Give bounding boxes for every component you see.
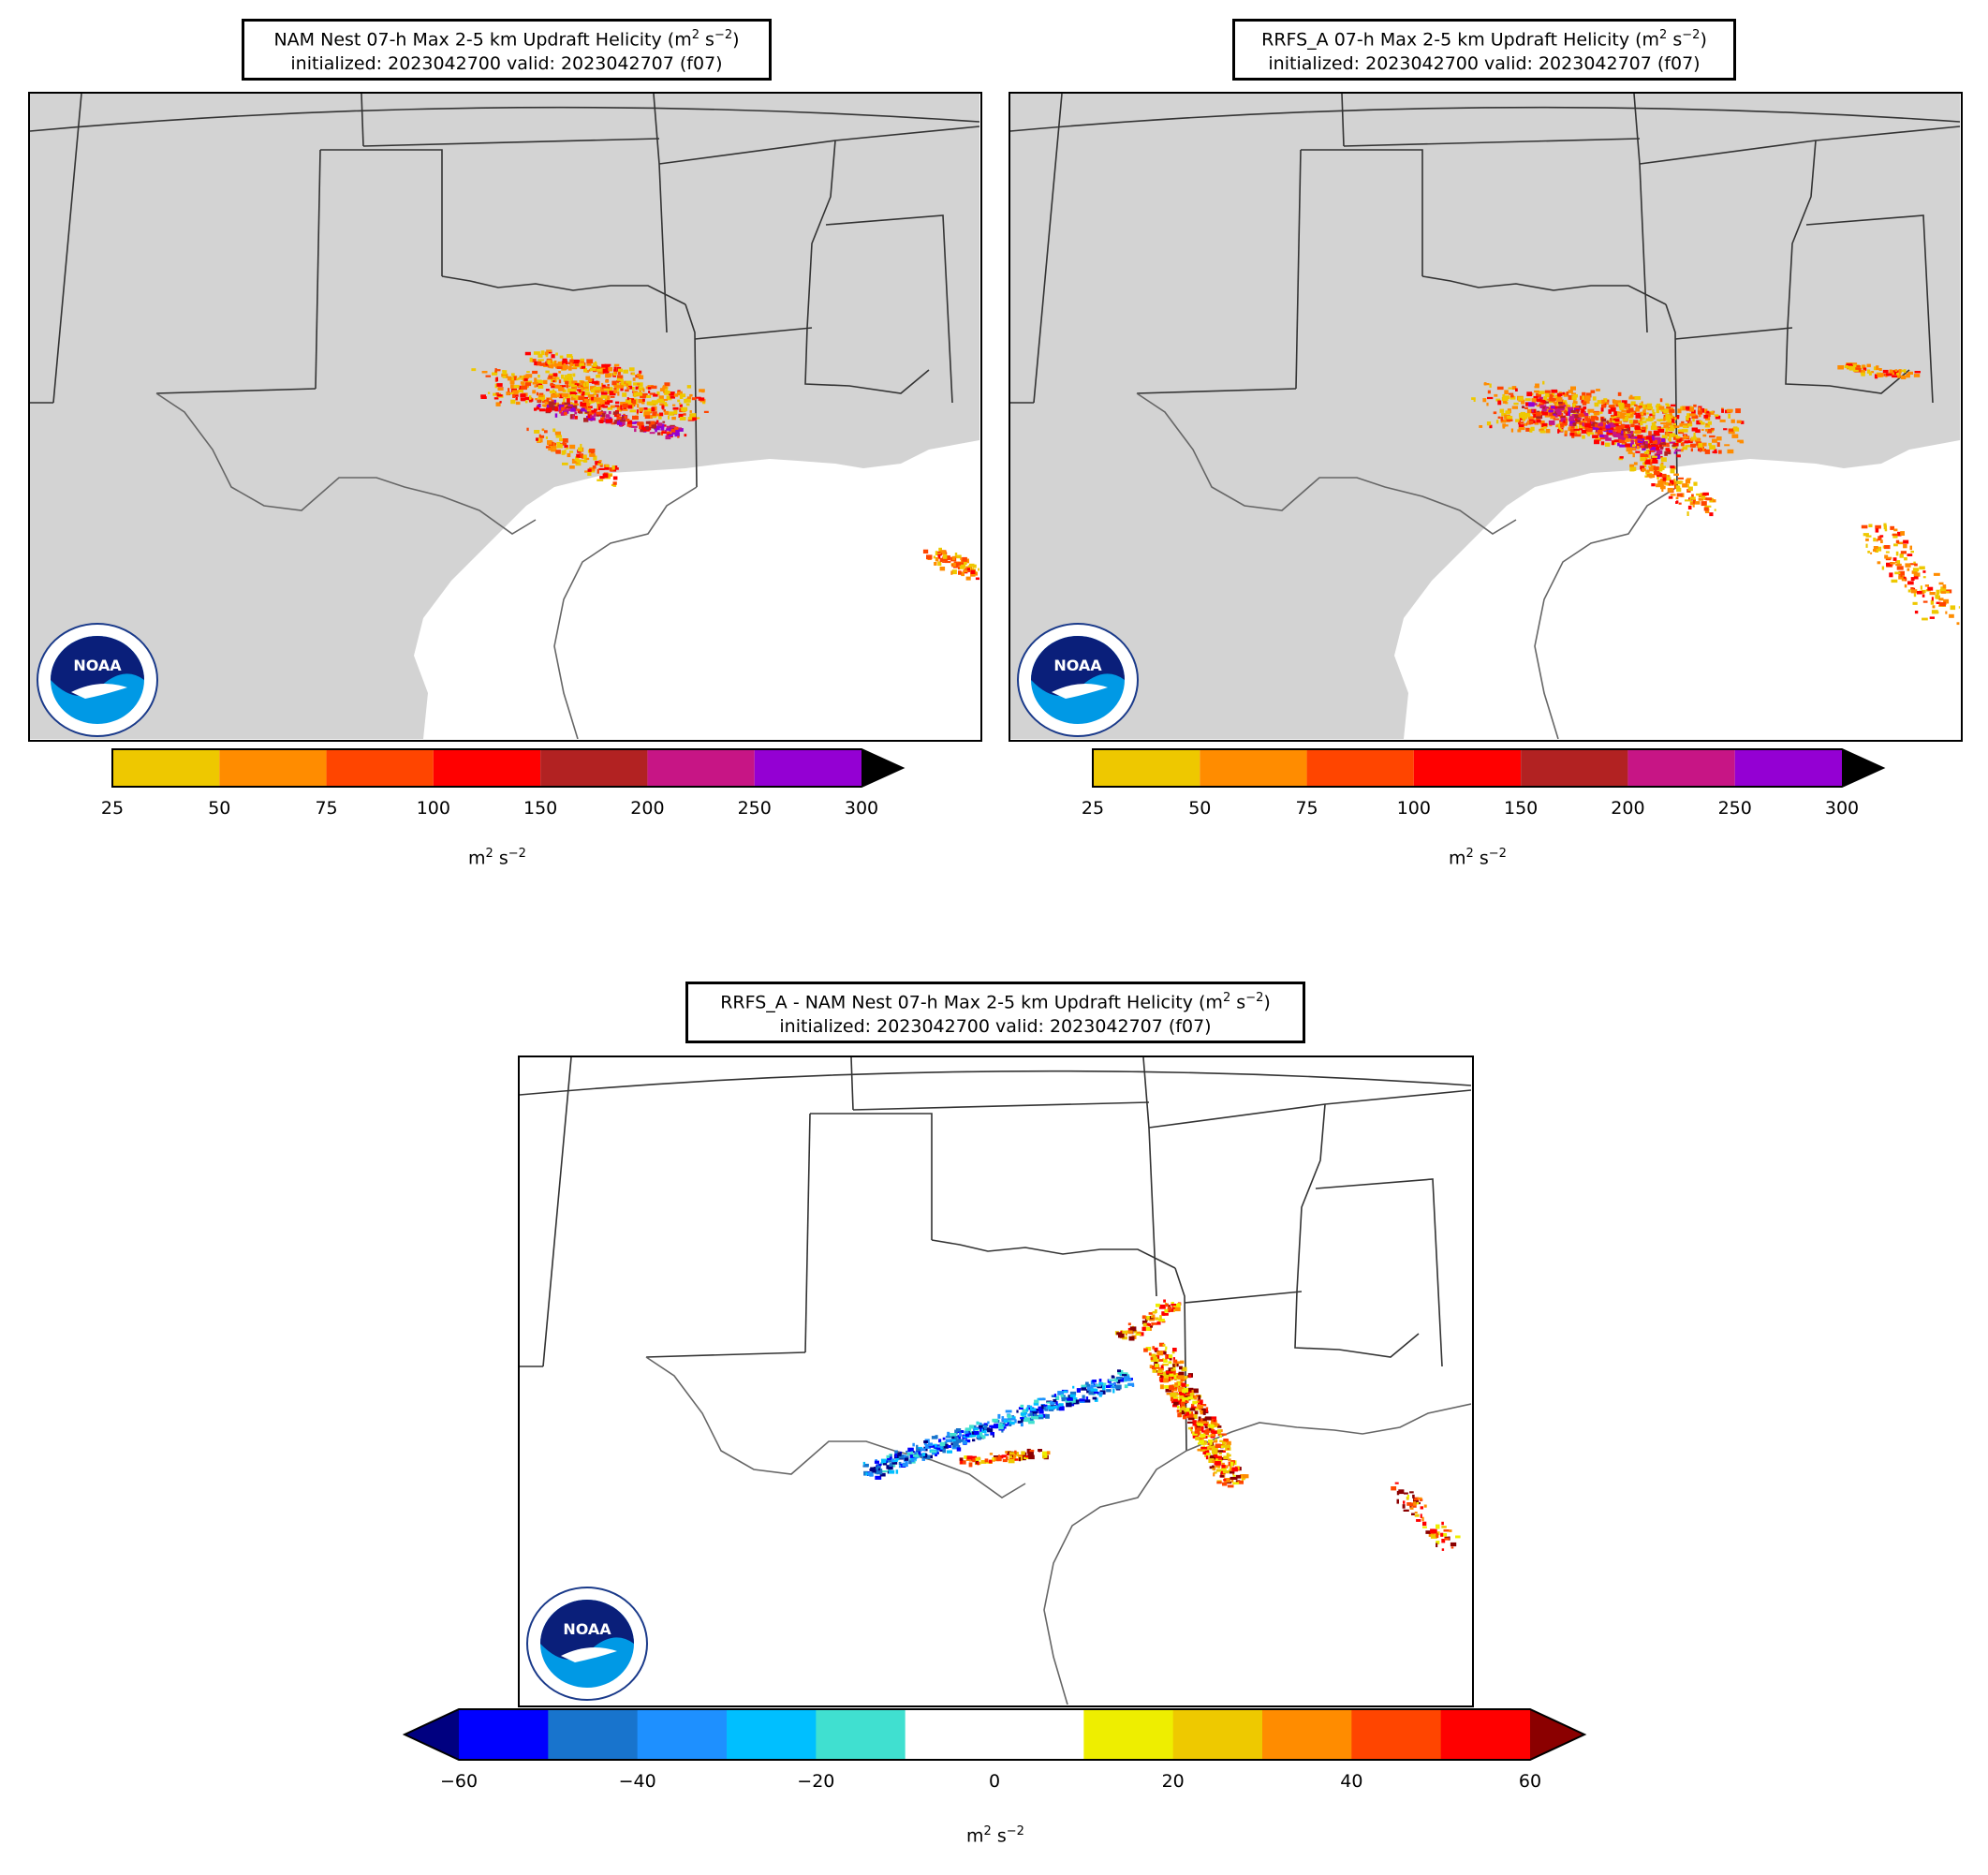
diff-colorbar-unit: m2 s−2 [966, 1824, 1024, 1847]
noaa-logo-text: NOAA [563, 1620, 611, 1638]
colorbar-tick-label: 200 [1611, 798, 1645, 819]
colorbar-segment [816, 1709, 906, 1760]
colorbar-segment [1440, 1709, 1531, 1760]
colorbar-segment [326, 749, 434, 787]
colorbar-tick-label: 25 [100, 798, 125, 819]
colorbar-segment [1093, 749, 1200, 787]
colorbar-segment [1627, 749, 1735, 787]
colorbar-tick-label: 200 [630, 798, 665, 819]
nam-helicity-cells [471, 349, 979, 581]
colorbar-segment [459, 1709, 549, 1760]
noaa-logo: NOAA [1014, 622, 1141, 742]
colorbar-tick-label: 250 [737, 798, 772, 819]
colorbar-tick-label: 150 [1504, 798, 1539, 819]
rrfs-map [1009, 92, 1963, 742]
nam-panel-subtitle: initialized: 2023042700 valid: 202304270… [290, 53, 723, 75]
colorbar-segment [1521, 749, 1628, 787]
colorbar-segment [637, 1709, 728, 1760]
colorbar-segment [905, 1709, 995, 1760]
colorbar-segment [727, 1709, 817, 1760]
colorbar-segment [1413, 749, 1522, 787]
nam-colorbar-unit: m2 s−2 [468, 847, 526, 869]
colorbar-segment [433, 749, 541, 787]
colorbar-segment [219, 749, 327, 787]
rrfs-panel-subtitle: initialized: 2023042700 valid: 202304270… [1268, 53, 1701, 75]
colorbar-segment [112, 749, 220, 787]
colorbar-segment [1351, 1709, 1442, 1760]
colorbar-segment [1172, 1709, 1263, 1760]
nam-panel-title: NAM Nest 07-h Max 2-5 km Updraft Helicit… [242, 19, 772, 81]
rrfs-colorbar-unit: m2 s−2 [1449, 847, 1507, 869]
diff-map [518, 1056, 1474, 1707]
colorbar-tick-label: −40 [618, 1771, 656, 1792]
colorbar-extend-arrow [861, 749, 903, 787]
colorbar-tick-label: 0 [988, 1771, 1001, 1792]
colorbar-tick-label: 250 [1717, 798, 1752, 819]
colorbar-tick-label: 20 [1161, 1771, 1185, 1792]
colorbar-tick-label: 75 [1295, 798, 1318, 819]
colorbar-tick-label: 300 [844, 798, 879, 819]
rrfs-colorbar [1091, 747, 1887, 792]
colorbar-tick-label: 40 [1340, 1771, 1363, 1792]
gulf-water [414, 440, 979, 739]
colorbar-tick-label: −60 [439, 1771, 479, 1792]
diff-helicity-cells [862, 1299, 1461, 1551]
colorbar-tick-label: 50 [1188, 798, 1212, 819]
colorbar-extend-low-arrow [405, 1709, 459, 1760]
diff-panel-subtitle: initialized: 2023042700 valid: 202304270… [779, 1016, 1212, 1038]
colorbar-tick-label: 300 [1824, 798, 1860, 819]
colorbar-tick-label: 60 [1518, 1771, 1542, 1792]
nam-colorbar [110, 747, 906, 792]
colorbar-segment [1306, 749, 1414, 787]
nam-map [28, 92, 982, 742]
rrfs-panel-title: RRFS_A 07-h Max 2-5 km Updraft Helicity … [1232, 19, 1736, 81]
colorbar-segment [754, 749, 861, 787]
colorbar-segment [1734, 749, 1842, 787]
colorbar-tick-label: 75 [315, 798, 338, 819]
colorbar-extend-arrow [1842, 749, 1883, 787]
colorbar-segment [540, 749, 648, 787]
noaa-logo-text: NOAA [1053, 657, 1102, 674]
land-area [520, 1057, 1471, 1705]
colorbar-tick-label: 50 [208, 798, 231, 819]
colorbar-extend-high-arrow [1530, 1709, 1584, 1760]
colorbar-segment [1200, 749, 1307, 787]
noaa-logo-text: NOAA [73, 657, 122, 674]
colorbar-tick-label: −20 [797, 1771, 835, 1792]
rrfs-helicity-cells [1471, 362, 1960, 626]
colorbar-tick-label: 25 [1081, 798, 1105, 819]
colorbar-segment [1083, 1709, 1174, 1760]
noaa-logo: NOAA [34, 622, 161, 742]
colorbar-segment [1262, 1709, 1352, 1760]
colorbar-segment [994, 1709, 1084, 1760]
noaa-logo: NOAA [523, 1586, 651, 1705]
colorbar-segment [647, 749, 755, 787]
colorbar-tick-label: 150 [523, 798, 558, 819]
diff-panel-title: RRFS_A - NAM Nest 07-h Max 2-5 km Updraf… [685, 982, 1305, 1044]
colorbar-tick-label: 100 [416, 798, 450, 819]
colorbar-tick-label: 100 [1396, 798, 1431, 819]
diff-colorbar [402, 1707, 1587, 1765]
gulf-water [1394, 440, 1960, 739]
colorbar-segment [548, 1709, 639, 1760]
